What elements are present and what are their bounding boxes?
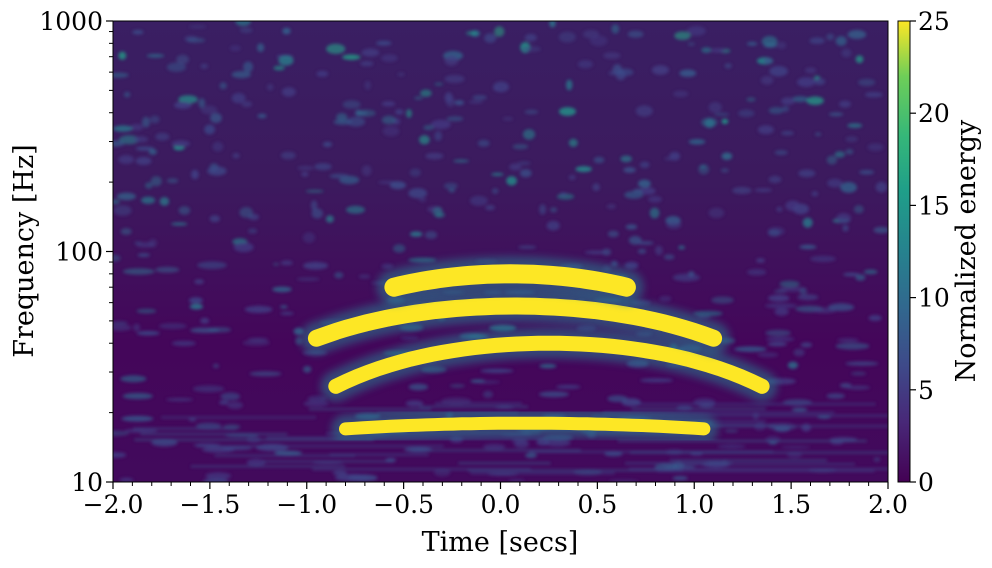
x-tick-label: 0.5: [577, 490, 617, 519]
energy-band-1: [331, 408, 719, 444]
x-axis-label: Time [secs]: [422, 527, 579, 558]
y-axis: 10 100 1000: [39, 7, 113, 497]
spectrogram-features: [299, 256, 778, 444]
y-axis-label: Frequency [Hz]: [9, 144, 40, 357]
colorbar-tick-label: 10: [918, 284, 950, 313]
y-tick-label: 1000: [39, 7, 103, 36]
colorbar-gradient: [897, 20, 911, 483]
x-tick-label: −1.0: [276, 490, 337, 519]
plot-area: [112, 20, 889, 483]
colorbar-tick-label: 20: [918, 99, 950, 128]
x-tick-label: 1.5: [771, 490, 811, 519]
colorbar-ticks: 0 5 10 15 20 25: [910, 7, 950, 497]
colorbar-tick-label: 0: [918, 468, 934, 497]
energy-band-4: [376, 256, 644, 305]
colorbar-tick-label: 15: [918, 191, 950, 220]
x-tick-label: 1.0: [674, 490, 714, 519]
colorbar-tick-label: 5: [918, 376, 934, 405]
x-tick-label: −2.0: [83, 490, 144, 519]
x-axis: −2.0 −1.5 −1.0 −0.5 0.0 0.5 1.0 1.5 2.0: [83, 482, 908, 519]
colorbar-tick-label: 25: [918, 7, 950, 36]
x-tick-label: −0.5: [373, 490, 434, 519]
energy-band-2: [320, 327, 778, 402]
x-tick-label: −1.5: [180, 490, 241, 519]
x-tick-label: 2.0: [868, 490, 908, 519]
colorbar-label: Normalized energy: [951, 119, 982, 382]
energy-band-3: [299, 289, 731, 355]
y-tick-label: 10: [71, 468, 103, 497]
x-tick-label: 0.0: [481, 490, 521, 519]
y-tick-label: 100: [55, 238, 103, 267]
colorbar: 0 5 10 15 20 25 Normalized energy: [897, 7, 982, 497]
